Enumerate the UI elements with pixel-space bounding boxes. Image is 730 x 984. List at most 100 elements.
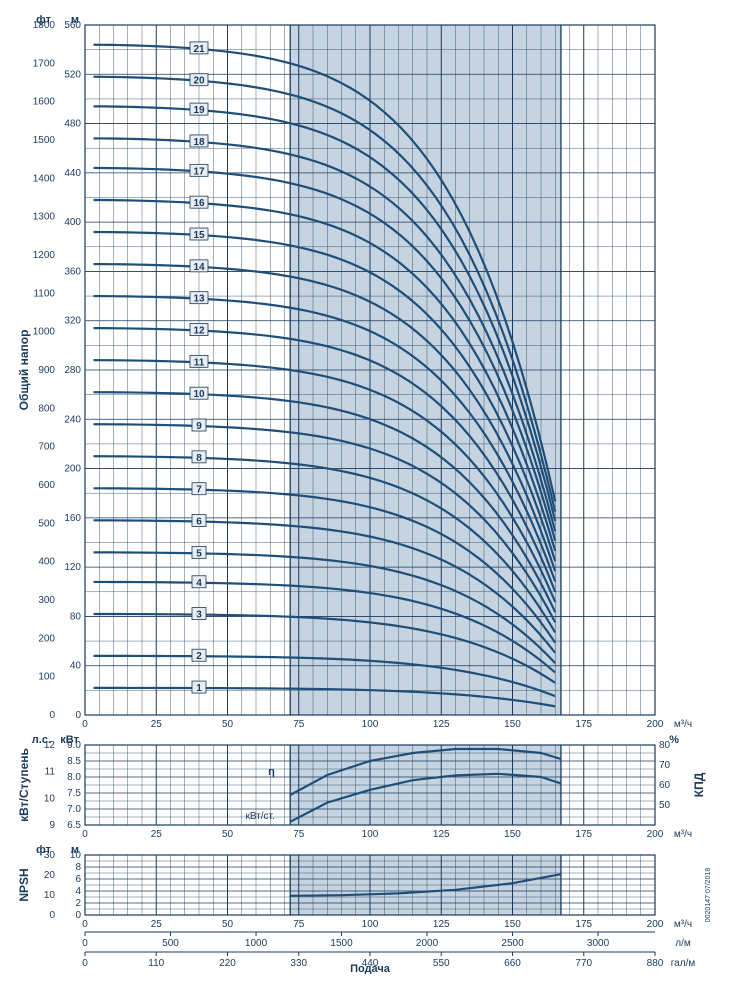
svg-text:1700: 1700 [33, 58, 56, 69]
svg-text:КПД: КПД [692, 772, 706, 797]
svg-text:13: 13 [193, 294, 205, 305]
svg-text:400: 400 [38, 557, 55, 568]
svg-text:660: 660 [504, 958, 521, 969]
svg-text:6.5: 6.5 [67, 820, 81, 831]
svg-text:200: 200 [647, 829, 664, 840]
svg-text:9: 9 [49, 820, 55, 831]
svg-text:100: 100 [362, 829, 379, 840]
svg-text:0: 0 [75, 910, 81, 921]
svg-text:18: 18 [193, 137, 205, 148]
svg-text:6: 6 [196, 517, 202, 528]
svg-text:8.5: 8.5 [67, 756, 81, 767]
svg-text:200: 200 [647, 919, 664, 930]
svg-text:110: 110 [148, 958, 164, 969]
svg-text:0: 0 [82, 958, 88, 969]
svg-text:1200: 1200 [33, 250, 56, 261]
svg-text:1: 1 [196, 683, 202, 694]
svg-text:770: 770 [575, 958, 592, 969]
svg-text:0020147 07/2018: 0020147 07/2018 [705, 868, 712, 923]
svg-text:10: 10 [193, 389, 205, 400]
svg-text:2500: 2500 [501, 938, 524, 949]
svg-text:м³/ч: м³/ч [674, 829, 692, 840]
svg-text:2: 2 [196, 651, 202, 662]
svg-text:175: 175 [575, 829, 592, 840]
svg-text:21: 21 [193, 44, 205, 55]
svg-text:200: 200 [647, 719, 664, 730]
svg-text:10: 10 [44, 890, 56, 901]
svg-text:0: 0 [49, 710, 55, 721]
svg-text:кВт: кВт [60, 734, 79, 746]
svg-text:150: 150 [504, 829, 521, 840]
svg-text:11: 11 [45, 767, 56, 778]
svg-text:1500: 1500 [33, 135, 56, 146]
svg-text:0: 0 [82, 719, 88, 730]
svg-text:2000: 2000 [416, 938, 439, 949]
svg-text:50: 50 [222, 719, 234, 730]
svg-text:16: 16 [193, 198, 205, 209]
svg-text:480: 480 [64, 119, 81, 130]
svg-text:19: 19 [193, 105, 205, 116]
svg-text:1500: 1500 [330, 938, 353, 949]
svg-text:100: 100 [38, 672, 55, 683]
svg-text:8: 8 [75, 862, 81, 873]
svg-text:гал/м: гал/м [671, 958, 696, 969]
svg-text:900: 900 [38, 365, 55, 376]
svg-text:20: 20 [193, 76, 205, 87]
svg-text:75: 75 [293, 719, 305, 730]
svg-text:11: 11 [194, 357, 205, 368]
svg-text:100: 100 [362, 919, 379, 930]
svg-text:0: 0 [82, 919, 88, 930]
svg-text:Общий напор: Общий напор [17, 330, 31, 411]
pump-curves-figure: 0408012016020024028032036040044048052056… [10, 10, 720, 974]
svg-text:25: 25 [151, 829, 163, 840]
svg-text:440: 440 [64, 168, 81, 179]
chart-svg: 0408012016020024028032036040044048052056… [10, 10, 720, 974]
svg-text:η: η [268, 766, 275, 778]
svg-text:14: 14 [193, 262, 205, 273]
svg-text:9: 9 [196, 421, 202, 432]
svg-text:1600: 1600 [33, 97, 56, 108]
svg-text:фт: фт [36, 14, 51, 26]
svg-text:200: 200 [64, 464, 81, 475]
svg-text:0: 0 [82, 829, 88, 840]
svg-text:75: 75 [293, 829, 305, 840]
svg-text:240: 240 [64, 414, 81, 425]
svg-text:125: 125 [433, 829, 450, 840]
svg-text:60: 60 [659, 780, 671, 791]
svg-text:0: 0 [75, 710, 81, 721]
svg-text:7.5: 7.5 [67, 788, 81, 799]
svg-text:125: 125 [433, 919, 450, 930]
svg-text:1400: 1400 [33, 173, 56, 184]
svg-text:600: 600 [38, 480, 55, 491]
svg-text:1100: 1100 [33, 288, 55, 299]
svg-text:4: 4 [196, 578, 202, 589]
svg-text:15: 15 [193, 230, 205, 241]
svg-text:8.0: 8.0 [67, 772, 81, 783]
svg-text:300: 300 [38, 595, 55, 606]
svg-text:4: 4 [75, 886, 81, 897]
svg-text:25: 25 [151, 719, 163, 730]
svg-text:NPSH: NPSH [17, 868, 31, 901]
svg-text:1300: 1300 [33, 212, 56, 223]
svg-text:175: 175 [575, 919, 592, 930]
svg-text:20: 20 [44, 870, 56, 881]
svg-text:50: 50 [659, 800, 671, 811]
svg-text:0: 0 [82, 938, 88, 949]
svg-text:220: 220 [219, 958, 236, 969]
svg-text:12: 12 [193, 326, 205, 337]
svg-text:125: 125 [433, 719, 450, 730]
svg-text:17: 17 [193, 166, 205, 177]
svg-text:2: 2 [75, 898, 81, 909]
svg-text:м: м [71, 14, 79, 26]
svg-text:3000: 3000 [587, 938, 610, 949]
svg-text:75: 75 [293, 919, 305, 930]
svg-text:150: 150 [504, 919, 521, 930]
svg-text:880: 880 [647, 958, 664, 969]
svg-text:70: 70 [659, 760, 671, 771]
svg-text:л/м: л/м [675, 938, 691, 949]
svg-text:л.с.: л.с. [32, 734, 51, 746]
svg-text:120: 120 [64, 562, 81, 573]
svg-text:25: 25 [151, 919, 163, 930]
svg-text:330: 330 [290, 958, 307, 969]
svg-text:40: 40 [70, 661, 82, 672]
